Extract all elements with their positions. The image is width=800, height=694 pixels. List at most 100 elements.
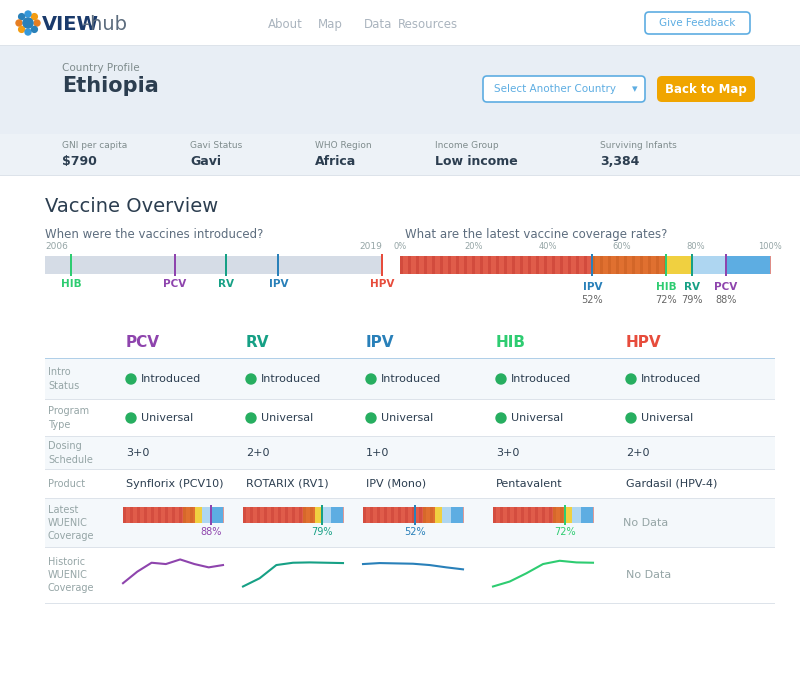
Text: Introduced: Introduced <box>641 374 702 384</box>
Bar <box>572 507 581 523</box>
Bar <box>250 507 253 523</box>
Bar <box>461 507 464 523</box>
Text: Latest
WUENIC
Coverage: Latest WUENIC Coverage <box>48 505 94 541</box>
Bar <box>591 507 594 523</box>
Text: 40%: 40% <box>538 242 558 251</box>
Circle shape <box>34 20 40 26</box>
Bar <box>278 254 279 276</box>
FancyBboxPatch shape <box>657 76 755 102</box>
Bar <box>768 256 771 274</box>
Text: Introduced: Introduced <box>381 374 442 384</box>
Bar <box>400 256 770 274</box>
Bar <box>412 507 415 523</box>
Text: 3+0: 3+0 <box>496 448 519 458</box>
Text: 80%: 80% <box>686 242 706 251</box>
Text: 79%: 79% <box>311 527 333 537</box>
Bar <box>493 507 593 523</box>
Bar <box>278 507 281 523</box>
Text: 3,384: 3,384 <box>600 155 639 167</box>
Bar <box>688 256 691 274</box>
Text: Ethiopia: Ethiopia <box>62 76 158 96</box>
Bar <box>549 507 552 523</box>
Circle shape <box>366 413 376 423</box>
Bar <box>419 507 422 523</box>
Bar <box>725 254 726 276</box>
Bar <box>426 507 429 523</box>
Bar <box>640 256 643 274</box>
Text: Back to Map: Back to Map <box>665 83 747 96</box>
Bar <box>45 498 775 499</box>
Bar <box>440 256 443 274</box>
Bar <box>616 256 619 274</box>
Text: Gardasil (HPV-4): Gardasil (HPV-4) <box>626 479 718 489</box>
Bar <box>123 507 223 523</box>
Text: RV: RV <box>246 335 270 350</box>
Bar <box>400 256 403 274</box>
Bar <box>696 256 699 274</box>
Bar <box>207 507 210 523</box>
Bar <box>520 256 523 274</box>
Bar <box>45 548 775 603</box>
Bar <box>408 256 411 274</box>
Bar <box>568 256 571 274</box>
Bar <box>726 256 770 274</box>
Bar <box>507 507 510 523</box>
Bar <box>591 254 594 276</box>
Bar <box>454 507 457 523</box>
Bar <box>306 507 309 523</box>
Text: Select Another Country: Select Another Country <box>494 84 616 94</box>
Bar <box>226 254 227 276</box>
Bar <box>45 499 775 547</box>
Bar <box>243 507 343 523</box>
Bar <box>648 256 651 274</box>
Bar <box>334 507 337 523</box>
Text: Universal: Universal <box>141 413 194 423</box>
Text: PCV: PCV <box>126 335 160 350</box>
Bar <box>514 507 517 523</box>
Bar <box>664 256 667 274</box>
Bar <box>377 507 380 523</box>
Bar <box>616 256 619 274</box>
Bar <box>45 256 382 274</box>
Bar <box>0 46 800 134</box>
Bar <box>264 507 267 523</box>
Bar <box>728 256 731 274</box>
Text: 2019: 2019 <box>359 242 382 251</box>
Text: 3+0: 3+0 <box>126 448 150 458</box>
Text: 52%: 52% <box>582 295 603 305</box>
Bar <box>464 256 467 274</box>
Text: Country Profile: Country Profile <box>62 63 140 73</box>
Text: No Data: No Data <box>623 518 668 528</box>
Bar <box>327 507 330 523</box>
Circle shape <box>31 26 38 33</box>
Text: ▾: ▾ <box>632 84 638 94</box>
Bar <box>45 469 775 470</box>
Text: Product: Product <box>48 479 85 489</box>
Bar <box>45 547 775 548</box>
Bar <box>430 507 433 523</box>
Bar <box>553 507 565 523</box>
Text: PCV: PCV <box>714 282 738 292</box>
Text: IPV: IPV <box>366 335 394 350</box>
Text: Introduced: Introduced <box>261 374 322 384</box>
Bar <box>500 507 503 523</box>
Text: 72%: 72% <box>655 295 678 305</box>
Circle shape <box>126 374 136 384</box>
Bar <box>592 256 595 274</box>
Bar <box>608 256 611 274</box>
FancyBboxPatch shape <box>645 12 750 34</box>
Bar <box>45 326 775 358</box>
Circle shape <box>18 14 25 19</box>
Text: $790: $790 <box>62 155 97 167</box>
Bar <box>600 256 603 274</box>
Bar <box>577 507 580 523</box>
Circle shape <box>496 374 506 384</box>
Bar <box>321 505 323 525</box>
Bar <box>0 45 800 46</box>
Circle shape <box>126 413 136 423</box>
Bar <box>384 507 387 523</box>
Text: 1+0: 1+0 <box>366 448 390 458</box>
Bar <box>664 256 667 274</box>
Text: Pentavalent: Pentavalent <box>496 479 562 489</box>
Circle shape <box>626 374 636 384</box>
